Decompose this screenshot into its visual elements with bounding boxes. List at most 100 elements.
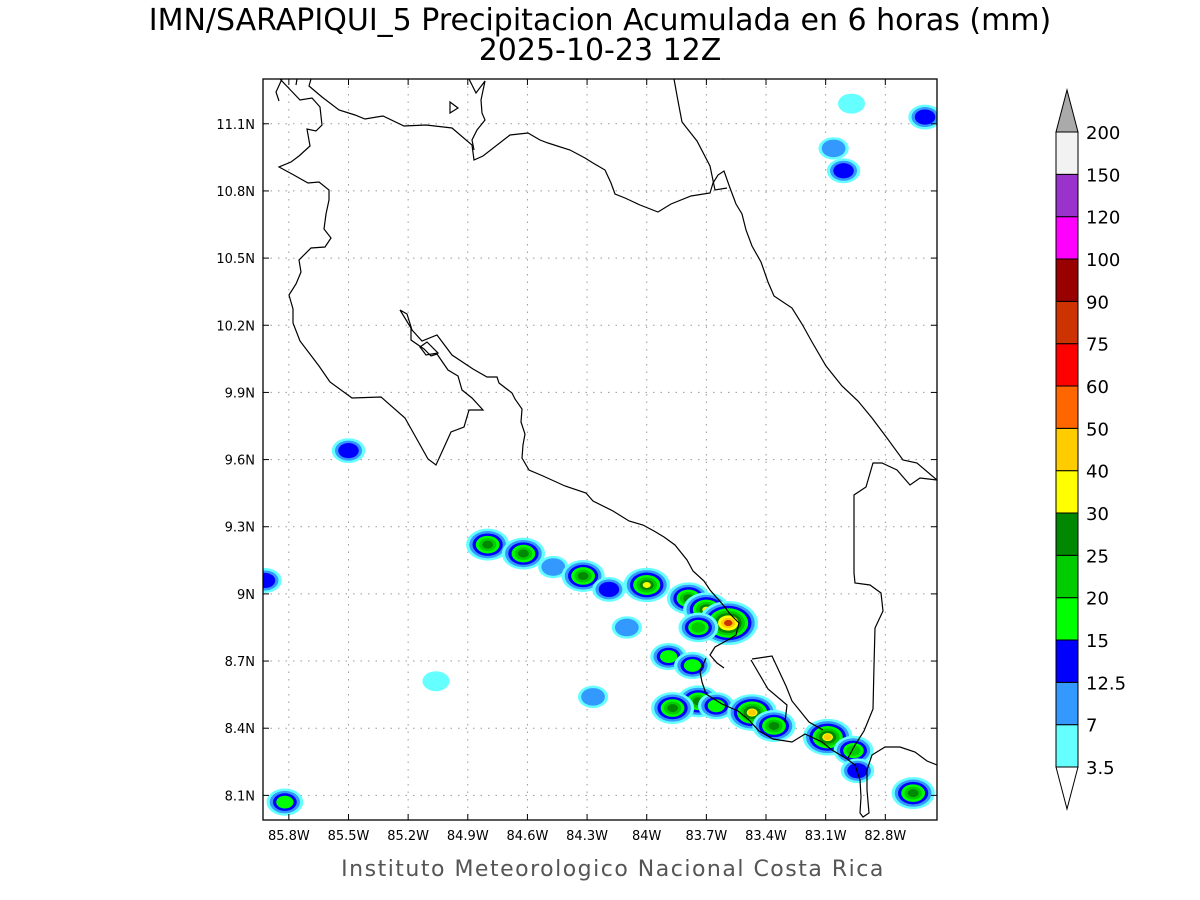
- map-title: IMN/SARAPIQUI_5 Precipitacion Acumulada …: [149, 3, 1051, 38]
- colorbar-label: 90: [1086, 292, 1109, 313]
- precip-contour: [724, 619, 733, 626]
- colorbar-label: 15: [1086, 631, 1109, 652]
- y-tick-label: 8.4N: [225, 722, 255, 737]
- precip-contour: [642, 581, 651, 588]
- precip-contour: [748, 709, 757, 716]
- x-tick-label: 83.1W: [805, 829, 847, 844]
- colorbar-swatch: [1055, 343, 1079, 387]
- precip-cell: [752, 709, 796, 742]
- colorbar-upper-extend: [1055, 88, 1079, 133]
- precip-contour: [338, 443, 359, 459]
- precip-cell: [833, 735, 874, 766]
- coastline: [275, 79, 937, 818]
- y-tick-label: 9N: [237, 588, 255, 603]
- map-date: 2025-10-23 12Z: [479, 33, 722, 68]
- footer-credit: Instituto Meteorologico Nacional Costa R…: [341, 857, 885, 882]
- coastline-osa-gulf: [709, 462, 937, 759]
- x-tick-label: 82.8W: [864, 829, 906, 844]
- precip-cell: [818, 137, 849, 160]
- colorbar-label: 120: [1086, 208, 1120, 229]
- x-tick-label: 83.7W: [685, 829, 727, 844]
- precip-contour: [422, 671, 450, 692]
- precip-cell: [422, 671, 450, 692]
- coastline-nicoya-island: [419, 341, 440, 356]
- precip-contour: [614, 618, 639, 637]
- precip-contour: [683, 659, 702, 672]
- y-tick-label: 9.6N: [225, 454, 255, 469]
- precip-contour: [518, 549, 529, 558]
- precip-contour: [833, 163, 854, 179]
- colorbar-swatch: [1055, 385, 1079, 429]
- colorbar-label: 200: [1086, 123, 1120, 144]
- precip-contour: [823, 734, 832, 741]
- colorbar-swatch: [1055, 470, 1079, 514]
- precip-cell: [501, 537, 546, 570]
- precip-contour: [577, 571, 589, 580]
- colorbar-swatch: [1055, 639, 1079, 683]
- colorbar-label: 12.5: [1086, 673, 1126, 694]
- x-tick-label: 85.5W: [328, 829, 370, 844]
- colorbar-label: 3.5: [1086, 758, 1115, 779]
- x-tick-label: 84.6W: [507, 829, 549, 844]
- colorbar-label: 60: [1086, 377, 1109, 398]
- precip-contour: [768, 721, 780, 730]
- precip-cell: [838, 93, 866, 114]
- colorbar-label: 7: [1086, 716, 1097, 737]
- precip-contour: [821, 139, 846, 158]
- colorbar-swatch: [1055, 724, 1079, 768]
- x-tick-label: 84W: [632, 829, 662, 844]
- colorbar-label: 150: [1086, 165, 1120, 186]
- colorbar-swatch: [1055, 512, 1079, 556]
- colorbar-swatch: [1055, 216, 1079, 260]
- x-tick-label: 85.2W: [387, 829, 429, 844]
- colorbar-swatch: [1055, 131, 1079, 175]
- y-tick-label: 8.1N: [225, 789, 255, 804]
- coastline-nicaragua: [277, 79, 937, 818]
- precip-contour: [263, 572, 276, 589]
- precip-cell: [561, 559, 605, 592]
- coastline-lake-nicaragua: [449, 79, 724, 151]
- y-axis: 11.1N 10.8N 10.5N 10.2N 9.9N 9.6N 9.3N 9N 8.7N 8.…: [216, 118, 937, 804]
- precip-cell: [891, 777, 935, 810]
- colorbar-label: 40: [1086, 462, 1109, 483]
- precip-cell: [263, 568, 282, 593]
- precip-contour: [541, 558, 566, 576]
- precip-cell: [592, 577, 626, 602]
- colorbar-lower-extend: [1055, 766, 1079, 811]
- colorbar-swatch: [1055, 681, 1079, 726]
- colorbar-swatch: [1055, 173, 1079, 218]
- coastline-caribbean: [275, 79, 937, 481]
- colorbar-label: 50: [1086, 419, 1109, 440]
- precip-cell: [611, 616, 642, 639]
- x-axis: 85.8W 85.5W 85.2W 84.9W 84.6W 84.3W 84W 83.7W 83…: [268, 79, 906, 844]
- x-tick-label: 85.8W: [268, 829, 310, 844]
- colorbar-swatch: [1055, 258, 1079, 302]
- precip-contour: [907, 789, 919, 798]
- colorbar-label: 30: [1086, 504, 1109, 525]
- y-tick-label: 10.2N: [216, 319, 255, 334]
- precip-cell: [826, 158, 861, 184]
- colorbar-label: 20: [1086, 589, 1109, 610]
- y-tick-label: 10.8N: [216, 185, 255, 200]
- colorbar-label: 25: [1086, 546, 1109, 567]
- precip-cell: [650, 692, 695, 725]
- precip-cell: [466, 528, 510, 561]
- precip-cell: [678, 612, 719, 643]
- precip-cell: [538, 555, 569, 579]
- colorbar-swatch: [1055, 427, 1079, 472]
- precip-cell: [577, 685, 609, 709]
- precip-cell: [623, 567, 670, 603]
- precip-contour: [659, 650, 678, 663]
- precip-contour: [707, 699, 725, 713]
- precip-contour: [276, 795, 294, 809]
- precip-cell: [674, 651, 711, 680]
- precip-contour: [838, 93, 866, 114]
- x-tick-label: 84.3W: [566, 829, 608, 844]
- precip-cell: [331, 438, 366, 464]
- colorbar-swatch: [1055, 554, 1079, 599]
- x-tick-label: 83.4W: [745, 829, 787, 844]
- plot-frame: [262, 78, 938, 821]
- colorbar-label: 75: [1086, 335, 1109, 356]
- coastline-caribbean-inner: [673, 79, 728, 191]
